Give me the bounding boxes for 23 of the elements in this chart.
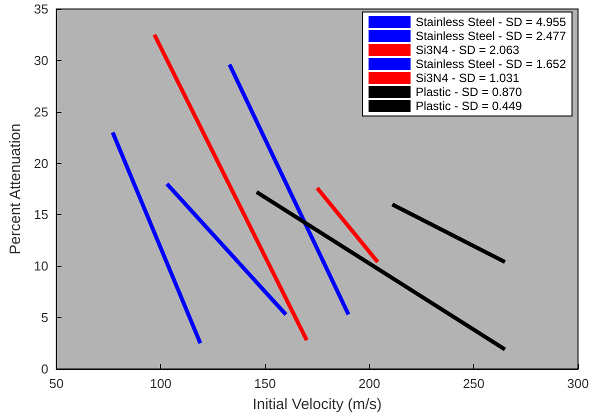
y-axis-title: Percent Attenuation [7, 124, 24, 254]
y-tick-label: 25 [34, 104, 48, 120]
legend-label: Si3N4 - SD = 1.031 [416, 71, 520, 85]
x-tick-label: 150 [254, 376, 276, 391]
x-tick-label: 250 [462, 376, 485, 391]
y-tick-label: 5 [41, 310, 48, 326]
legend-label: Plastic - SD = 0.870 [416, 85, 522, 99]
x-tick-label: 200 [358, 376, 380, 391]
legend-label: Stainless Steel - SD = 2.477 [416, 29, 566, 43]
legend-label: Si3N4 - SD = 2.063 [416, 43, 520, 57]
y-tick-label: 35 [34, 2, 48, 16]
y-tick-label: 0 [41, 362, 48, 376]
y-tick-label: 10 [34, 258, 48, 274]
x-tick-label: 50 [49, 376, 64, 391]
legend-label: Stainless Steel - SD = 4.955 [416, 15, 566, 29]
x-tick-label: 300 [567, 376, 589, 391]
legend-label: Stainless Steel - SD = 1.652 [416, 57, 566, 71]
legend-label: Plastic - SD = 0.449 [416, 99, 522, 113]
x-axis-title: Initial Velocity (m/s) [252, 396, 382, 413]
x-tick-label: 100 [150, 376, 172, 391]
y-tick-label: 20 [34, 156, 48, 171]
y-tick-label: 15 [34, 207, 48, 222]
y-tick-label: 30 [34, 52, 48, 68]
